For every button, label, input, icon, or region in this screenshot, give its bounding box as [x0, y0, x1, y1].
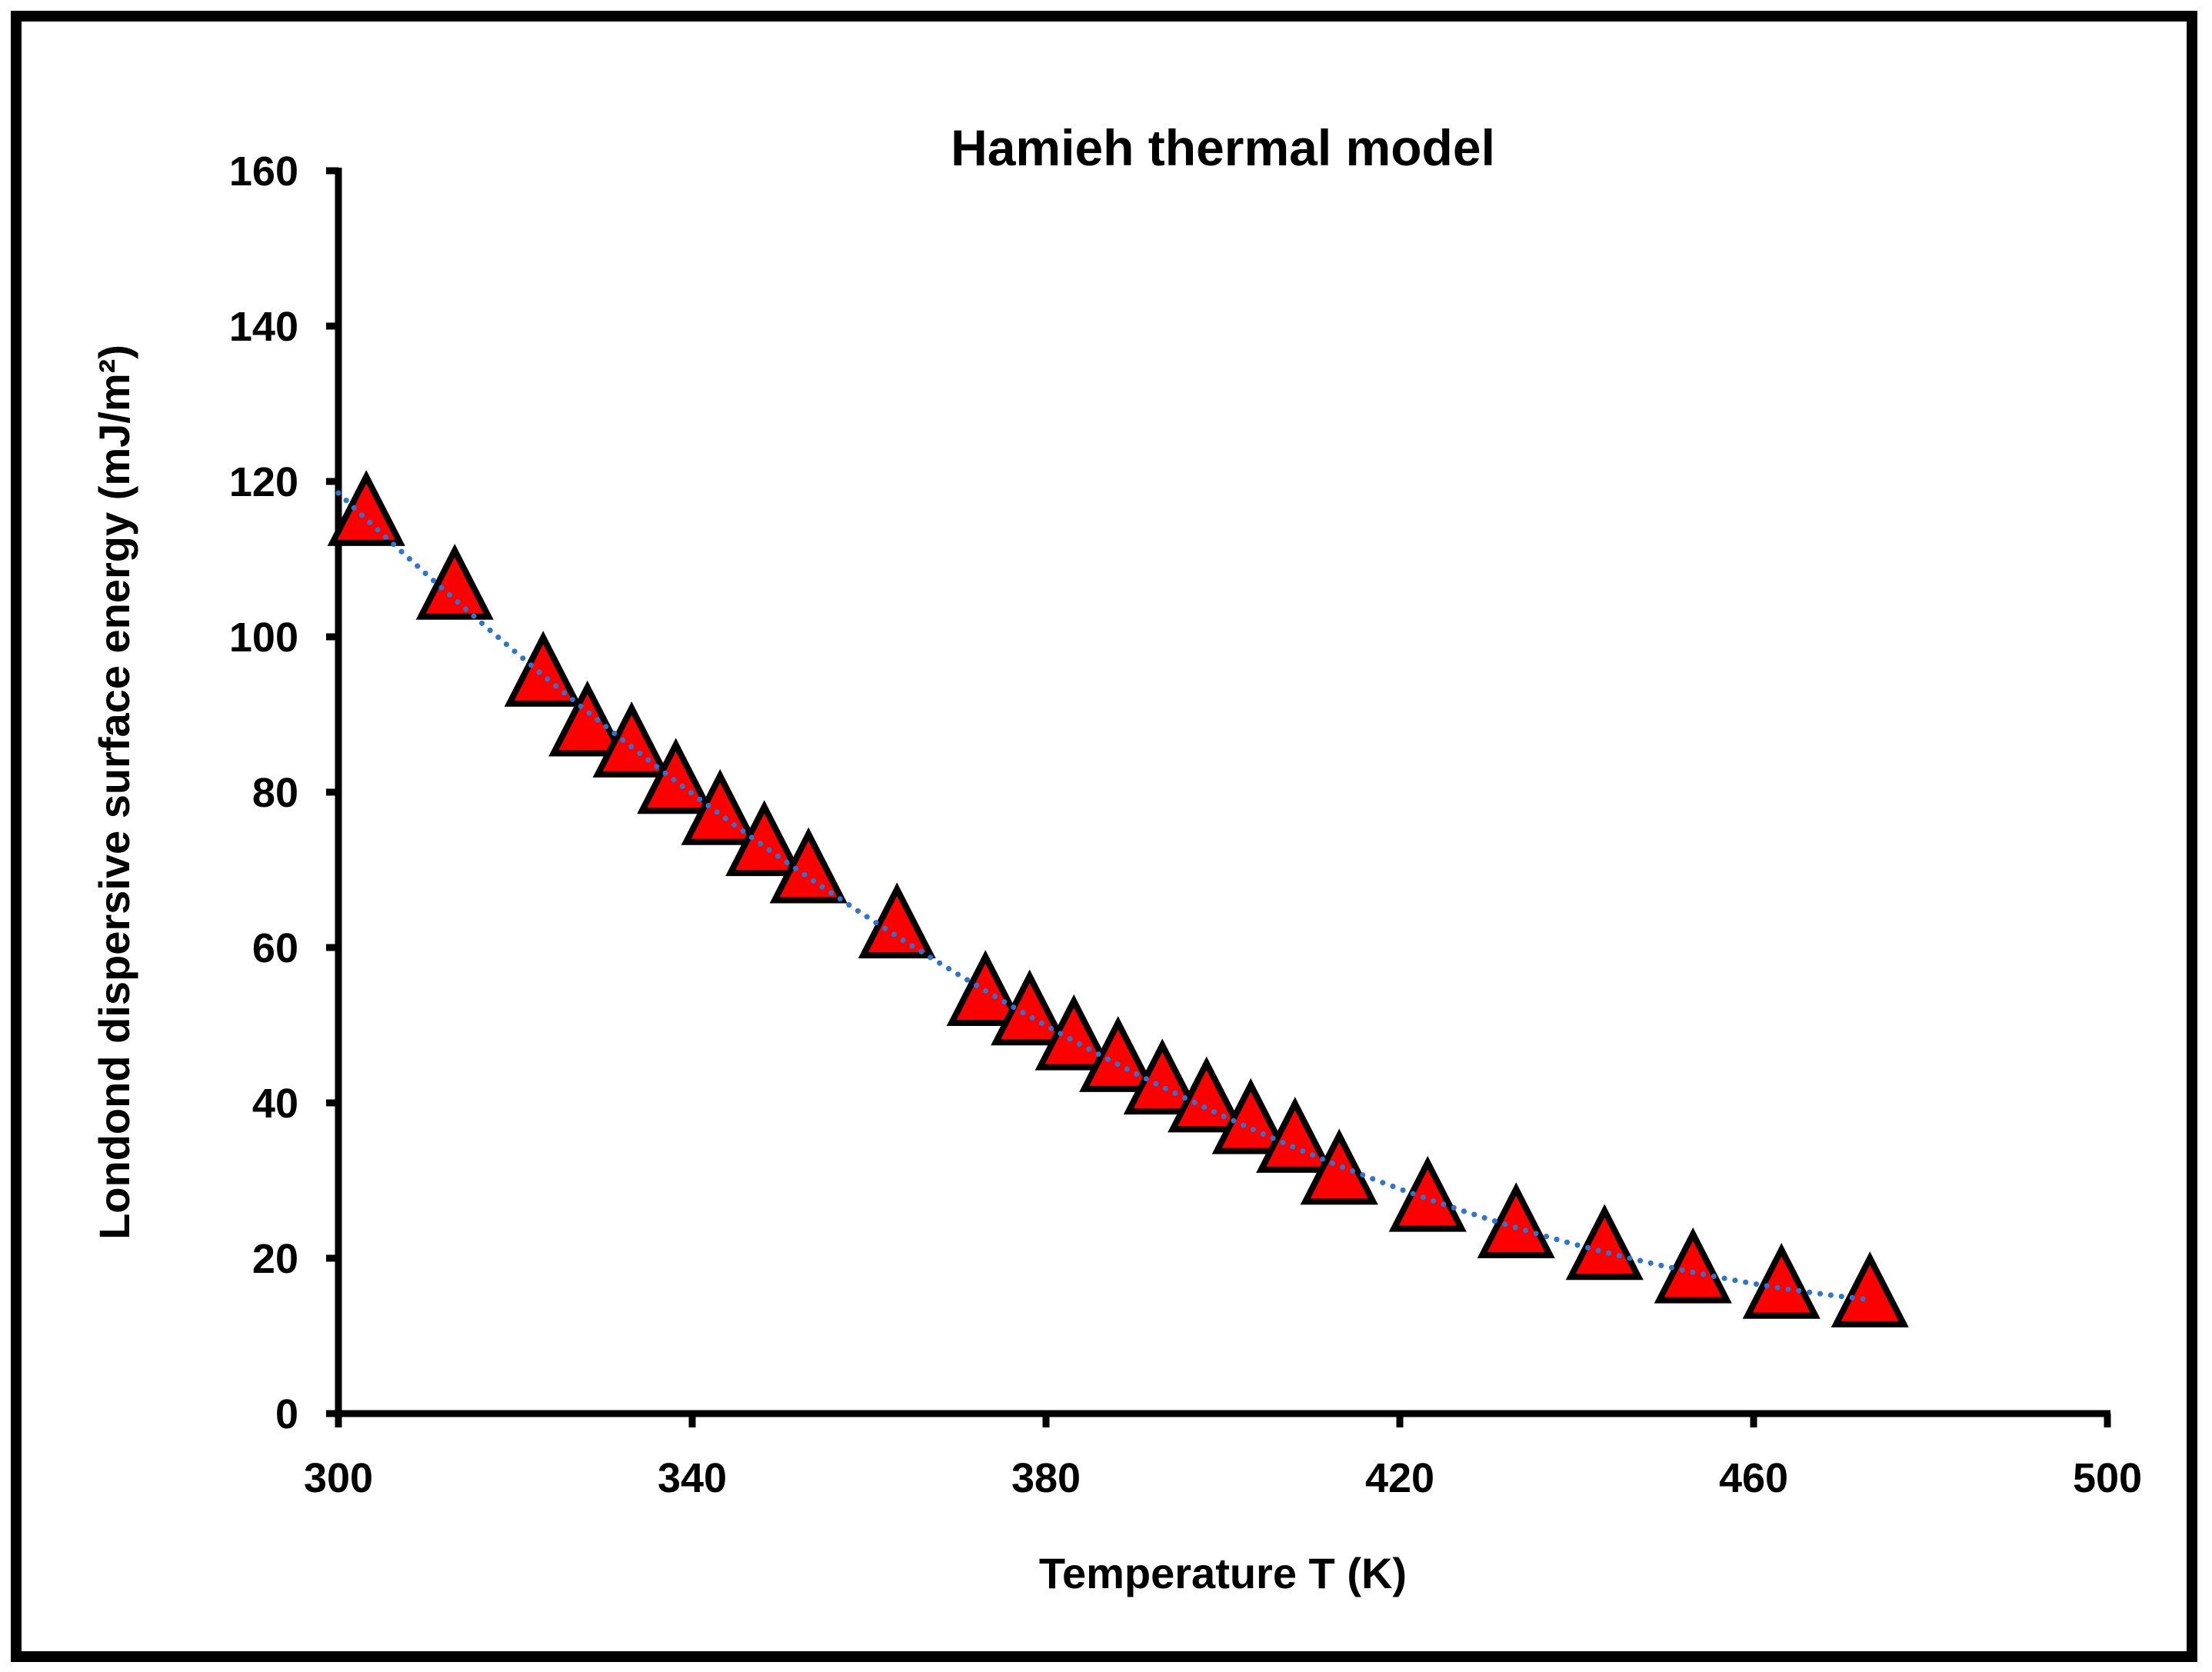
- y-tick-label: 80: [252, 770, 298, 816]
- trend-line-path: [335, 490, 1871, 1303]
- triangle-marker: [1388, 1155, 1467, 1232]
- triangle-marker: [548, 680, 627, 757]
- triangle-marker: [327, 470, 405, 546]
- triangle-marker: [1168, 1056, 1246, 1133]
- triangle-marker: [769, 827, 848, 904]
- y-tick-label: 40: [252, 1081, 298, 1127]
- x-tick-label: 300: [304, 1455, 373, 1501]
- triangle-marker: [504, 631, 582, 707]
- triangle-marker: [681, 768, 759, 845]
- axes: 0 20 40 60 80 100 120 140 160 300 340 380 420 460 500: [229, 148, 2142, 1501]
- triangle-marker: [1565, 1204, 1644, 1281]
- trend-line-path: [335, 490, 1871, 1303]
- trend-line: [335, 490, 1871, 1303]
- chart-frame: [11, 11, 2197, 1662]
- triangle-marker: [1742, 1243, 1821, 1319]
- y-tick-label: 160: [229, 148, 298, 195]
- y-axis-label: Londond dispersive surface energy (mJ/m²…: [90, 345, 138, 1240]
- triangle-marker: [725, 800, 804, 877]
- triangle-marker: [1654, 1227, 1732, 1304]
- y-tick-label: 140: [229, 304, 298, 350]
- triangle-marker: [858, 882, 936, 959]
- x-tick-label: 340: [658, 1455, 727, 1501]
- y-tick-label: 120: [229, 459, 298, 505]
- triangle-marker: [1477, 1182, 1555, 1259]
- triangle-marker: [1211, 1077, 1290, 1154]
- x-tick-label: 500: [2073, 1455, 2142, 1501]
- y-tick-label: 100: [229, 615, 298, 661]
- x-axis-label: Temperature T (K): [1039, 1549, 1407, 1597]
- chart-title: Hamieh thermal model: [951, 119, 1495, 176]
- trend-line: [335, 490, 1871, 1303]
- y-tick-label: 60: [252, 925, 298, 971]
- x-tick-label: 420: [1365, 1455, 1434, 1501]
- x-tick-label: 380: [1011, 1455, 1081, 1501]
- triangle-marker: [1831, 1251, 1909, 1327]
- triangle-marker: [415, 544, 494, 620]
- y-tick-label: 0: [275, 1391, 298, 1437]
- data-points: [327, 470, 1909, 1327]
- x-tick-label: 460: [1719, 1455, 1788, 1501]
- triangle-marker: [1300, 1128, 1378, 1205]
- y-tick-label: 20: [252, 1236, 298, 1282]
